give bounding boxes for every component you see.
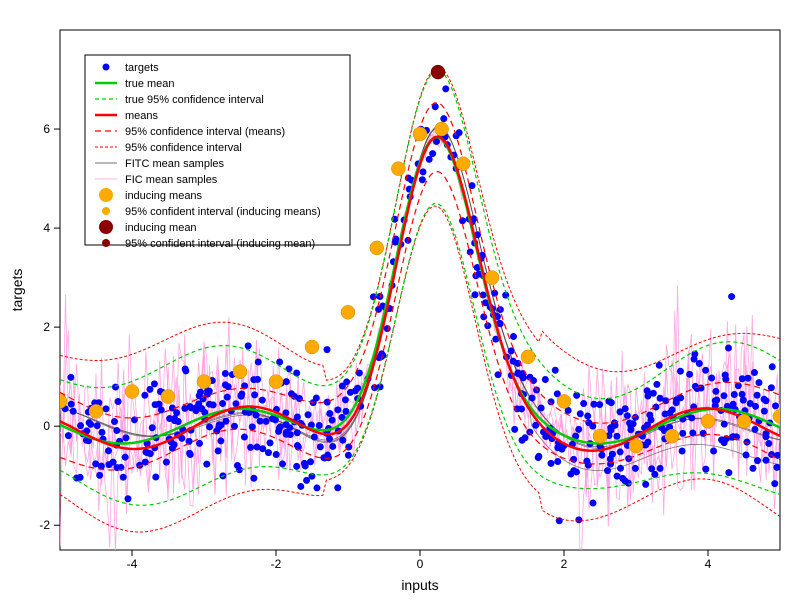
svg-text:true mean: true mean [125,78,175,90]
svg-text:FITC mean samples: FITC mean samples [125,158,225,170]
svg-text:-2: -2 [39,518,50,532]
y-axis-label: targets [9,269,25,312]
svg-text:95% confidence interval: 95% confidence interval [125,142,242,154]
svg-text:95% confident interval (induci: 95% confident interval (inducing means) [125,206,321,218]
svg-text:0: 0 [417,557,424,571]
svg-text:true 95% confidence interval: true 95% confidence interval [125,94,264,106]
svg-text:4: 4 [43,221,50,235]
svg-text:6: 6 [43,122,50,136]
svg-text:-2: -2 [271,557,282,571]
svg-text:2: 2 [561,557,568,571]
svg-text:0: 0 [43,419,50,433]
x-axis-label: inputs [401,577,438,593]
svg-text:inducing mean: inducing mean [125,222,197,234]
svg-text:FIC mean samples: FIC mean samples [125,174,218,186]
svg-text:means: means [125,110,159,122]
svg-text:-4: -4 [127,557,138,571]
gp-scatter-chart: -4 -2 0 2 4 -2 0 2 4 6 targets true mean true 95% c… [0,0,800,600]
svg-text:4: 4 [705,557,712,571]
svg-text:inducing means: inducing means [125,190,203,202]
svg-text:95% confident interval (induci: 95% confident interval (inducing mean) [125,238,315,250]
svg-text:95% confidence interval (means: 95% confidence interval (means) [125,126,285,138]
legend: targets true mean true 95% confidence inte… [85,55,350,250]
svg-text:targets: targets [125,62,159,74]
inducing-mean-point [431,65,445,79]
svg-text:2: 2 [43,320,50,334]
